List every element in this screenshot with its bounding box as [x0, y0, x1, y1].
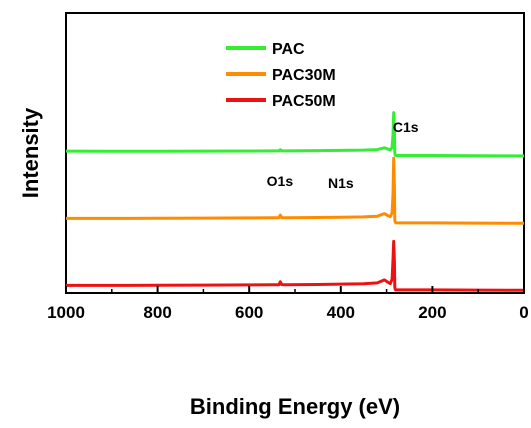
- x-axis-ticks: 1000 800 600 400 200 0: [47, 286, 529, 322]
- annotation-o1s: O1s: [267, 173, 294, 189]
- series-layer: [65, 111, 525, 292]
- y-axis-title: Intensity: [18, 107, 43, 198]
- series-line-pac50m: [66, 239, 525, 292]
- legend: PAC PAC30M PAC50M: [226, 41, 336, 110]
- legend-label-pac30m: PAC30M: [272, 67, 336, 84]
- x-tick-label-600: 600: [235, 303, 263, 322]
- legend-label-pac50m: PAC50M: [272, 93, 336, 110]
- legend-label-pac: PAC: [272, 41, 305, 58]
- series-line-pac: [65, 111, 525, 158]
- x-tick-label-400: 400: [327, 303, 355, 322]
- annotation-n1s: N1s: [328, 175, 354, 191]
- peak-annotations: O1s N1s C1s: [267, 119, 419, 191]
- x-tick-label-800: 800: [143, 303, 171, 322]
- x-tick-label-1000: 1000: [47, 303, 85, 322]
- annotation-c1s: C1s: [393, 119, 419, 135]
- x-axis-title: Binding Energy (eV): [190, 394, 400, 419]
- x-tick-label-200: 200: [418, 303, 446, 322]
- x-tick-label-0: 0: [519, 303, 528, 322]
- series-line-pac30m: [66, 156, 525, 225]
